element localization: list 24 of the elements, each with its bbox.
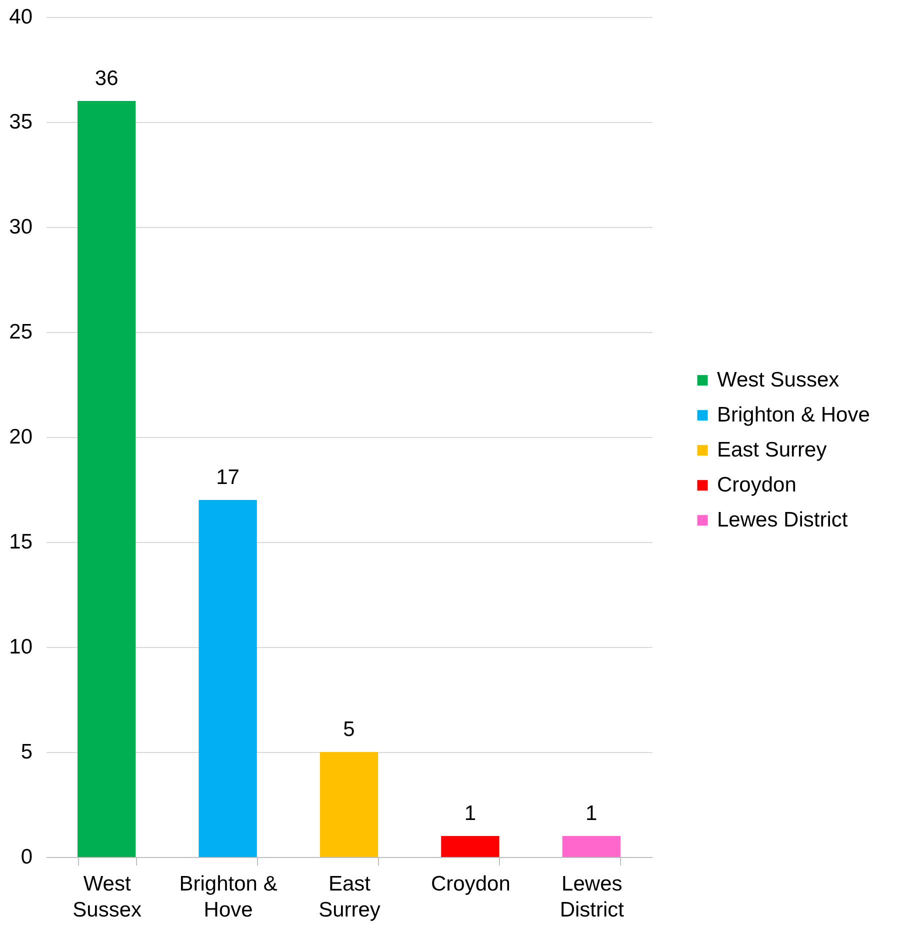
- y-tick-label: 40: [9, 6, 32, 28]
- x-tick-label: Brighton & Hove: [179, 872, 278, 922]
- y-tick-label: 5: [20, 740, 32, 764]
- y-tick-label: 15: [9, 530, 32, 554]
- x-tick-label: East Surrey: [318, 872, 381, 922]
- y-tick-label: 35: [9, 110, 32, 134]
- legend-label: East Surrey: [717, 438, 828, 462]
- data-label: 36: [94, 67, 118, 90]
- x-tick-label: Croydon: [431, 872, 510, 896]
- legend-label: Lewes District: [717, 508, 848, 532]
- data-label: 1: [586, 802, 598, 825]
- x-tick-label: Lewes District: [560, 872, 624, 922]
- y-tick-label: 20: [9, 426, 32, 448]
- legend-label: Brighton & Hove: [717, 403, 870, 426]
- data-label: 5: [343, 718, 355, 741]
- data-label: 1: [464, 802, 476, 825]
- legend-label: Croydon: [717, 473, 796, 496]
- y-tick-label: 10: [9, 636, 32, 658]
- data-label: 17: [216, 466, 240, 489]
- y-tick-label: 30: [9, 216, 32, 238]
- legend-label: West Sussex: [717, 368, 840, 392]
- y-tick-label: 25: [9, 320, 32, 344]
- x-tick-label: West Sussex: [72, 872, 142, 922]
- y-tick-label: 0: [20, 846, 32, 868]
